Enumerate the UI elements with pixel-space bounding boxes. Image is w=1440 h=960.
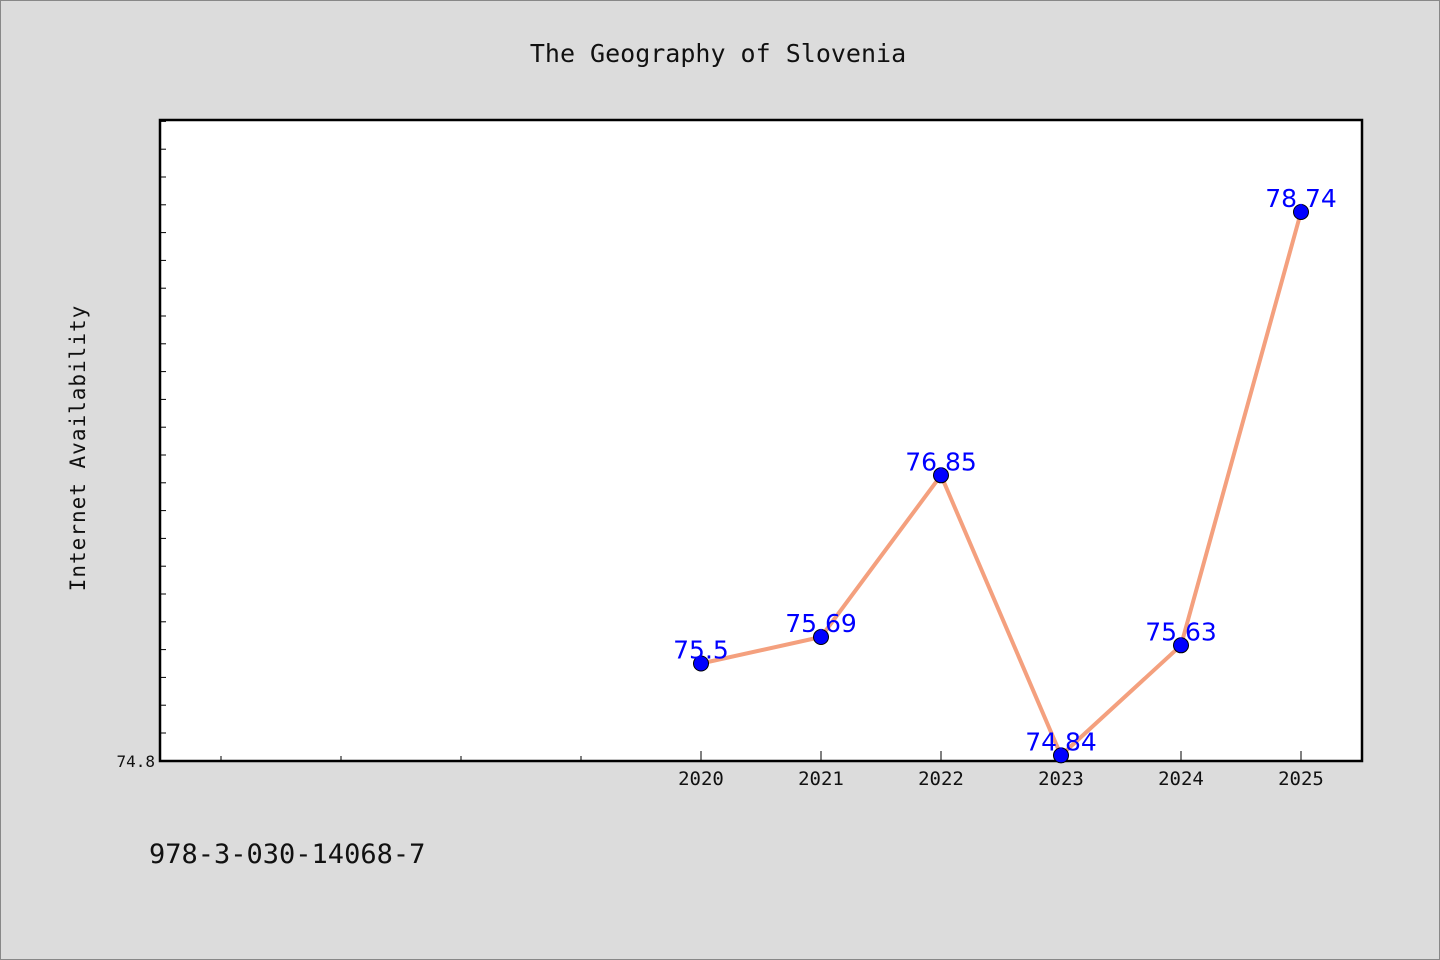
x-tick-label: 2021 bbox=[798, 768, 844, 790]
data-point bbox=[933, 467, 949, 484]
data-label: 78.74 bbox=[1265, 184, 1337, 213]
x-tick-label: 2024 bbox=[1158, 768, 1204, 790]
y-axis-ticks: 74.8 bbox=[116, 752, 155, 771]
x-tick-label: 2023 bbox=[1038, 768, 1084, 790]
isbn-text: 978-3-030-14068-7 bbox=[149, 839, 425, 870]
y-axis-label: Internet Availability bbox=[66, 305, 90, 592]
data-point bbox=[813, 629, 829, 645]
y-axis-minor-ticks bbox=[160, 120, 166, 734]
data-label: 76.85 bbox=[905, 447, 977, 476]
x-tick-label: 2020 bbox=[678, 768, 724, 790]
data-label: 74.84 bbox=[1025, 727, 1097, 756]
x-tick-label: 2025 bbox=[1278, 768, 1324, 790]
data-label: 75.5 bbox=[673, 636, 729, 665]
plot-area bbox=[158, 118, 1364, 763]
x-axis-minor-ticks bbox=[220, 756, 582, 761]
data-point bbox=[1293, 204, 1309, 220]
data-label: 75.63 bbox=[1145, 617, 1217, 646]
data-point bbox=[1053, 747, 1069, 764]
series-group: 75.5 75.69 76.85 74.84 75.63 78.74 bbox=[673, 184, 1337, 764]
series-line bbox=[700, 211, 1303, 758]
data-point bbox=[1173, 637, 1189, 654]
x-tick-label: 2022 bbox=[918, 768, 964, 790]
x-axis-ticks: 2020 2021 2022 2023 2024 2025 bbox=[678, 751, 1324, 790]
y-tick-label: 74.8 bbox=[116, 752, 155, 771]
data-point bbox=[693, 655, 709, 672]
data-label: 75.69 bbox=[785, 609, 857, 638]
chart-title: The Geography of Slovenia bbox=[530, 39, 906, 68]
